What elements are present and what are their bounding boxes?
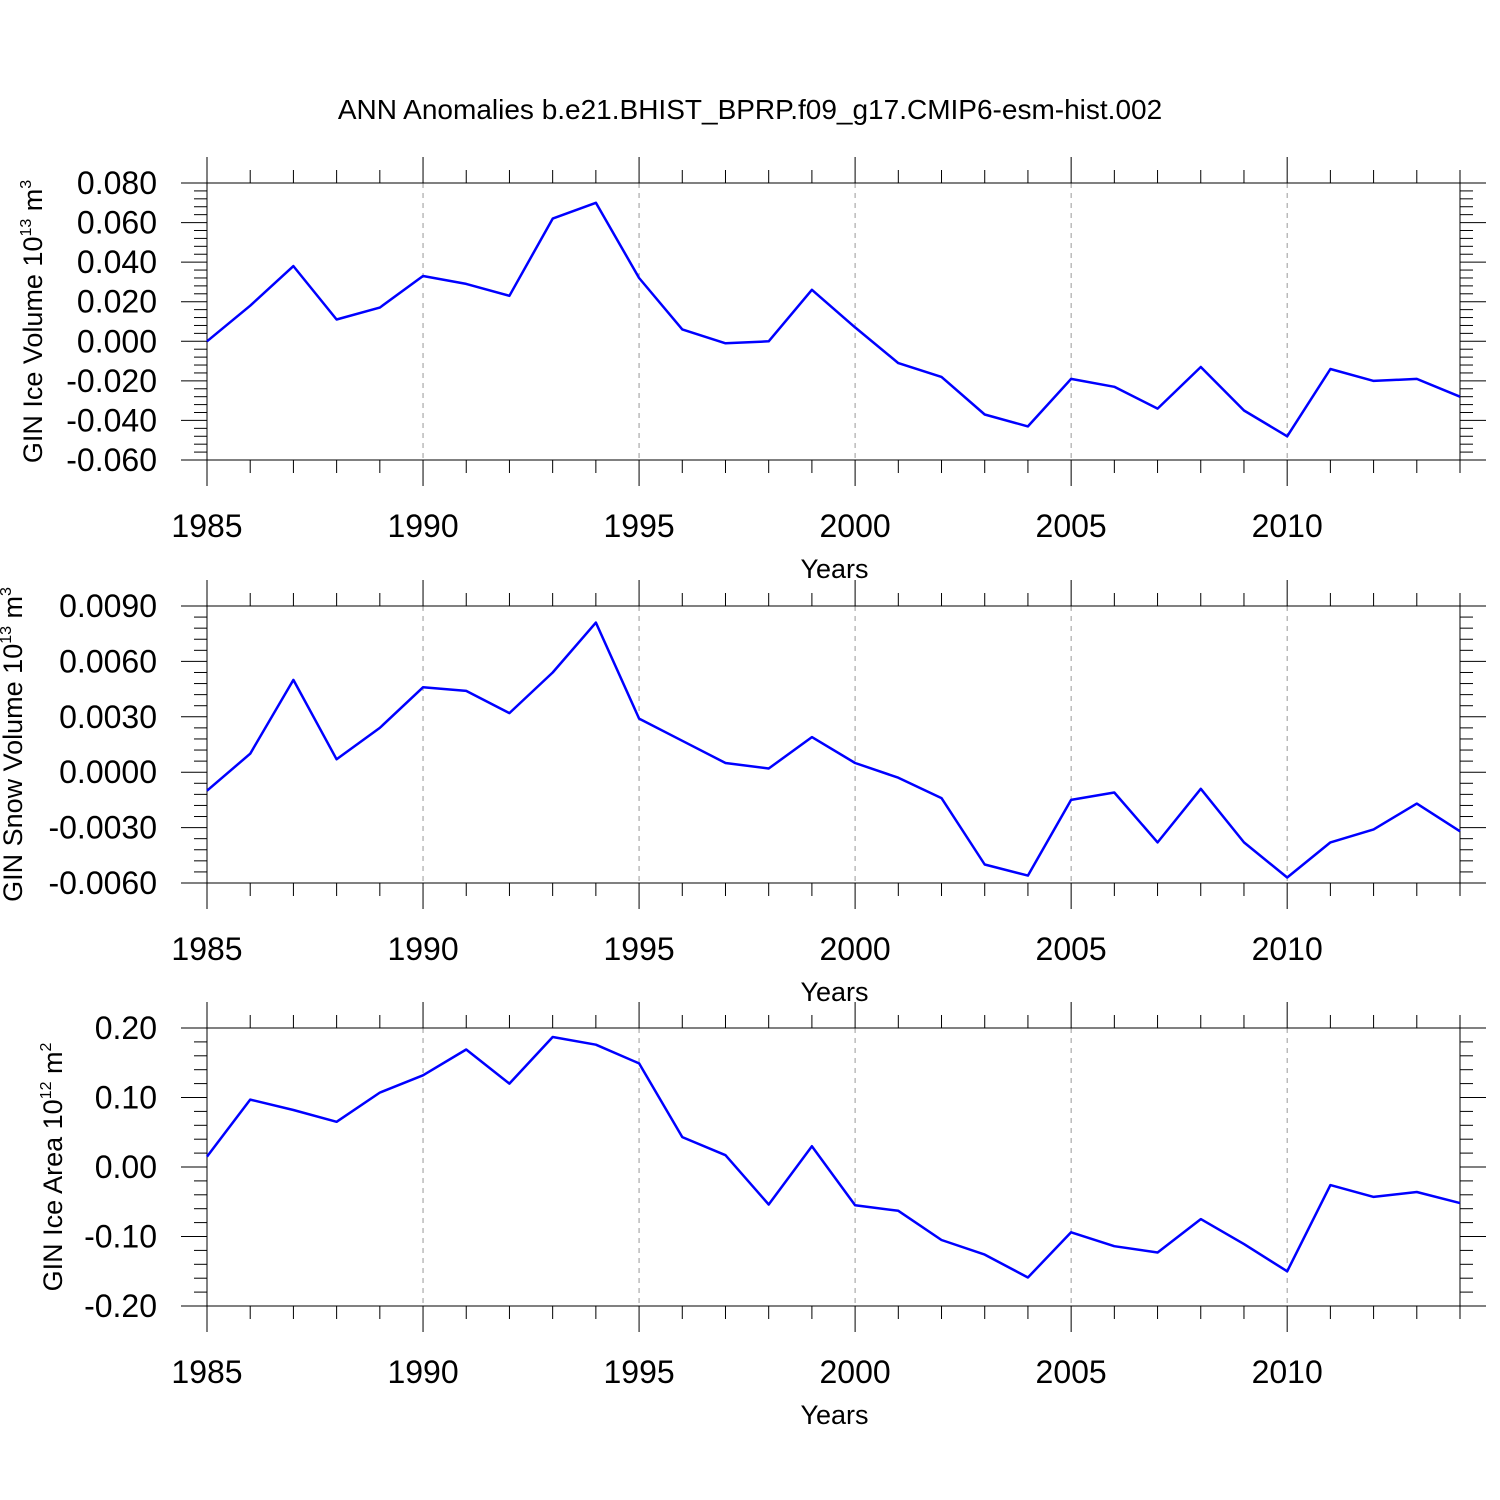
series-line [206, 1035, 1461, 1279]
x-tick-label: 2000 [820, 931, 891, 967]
y-tick-label: -0.0030 [48, 810, 157, 846]
y-axis-label: GIN Ice Area 1012 m2 [38, 1042, 68, 1291]
y-tick-label: 0.000 [77, 323, 157, 359]
y-tick-label: 0.0000 [59, 754, 157, 790]
y-tick-label: 0.10 [95, 1080, 157, 1116]
y-tick-label: -0.040 [66, 402, 157, 438]
panel-2: 1985 1990 1995 2000 2005 2010 Years -0.0060 -0.0… [0, 580, 1486, 1007]
x-tick-label: 2010 [1252, 931, 1323, 967]
y-unit-base: 10 [18, 237, 48, 267]
y-tick-label: -0.0060 [48, 865, 157, 901]
y-tick-label: 0.20 [95, 1010, 157, 1046]
y-label-text: GIN Ice Area [38, 1129, 68, 1291]
y-tick-label: 0.080 [77, 165, 157, 201]
y-unit-symbol: m [38, 1051, 68, 1081]
plot-frame [206, 605, 1461, 884]
x-tick-label: 2010 [1252, 1354, 1323, 1390]
x-tick-label: 2000 [820, 508, 891, 544]
y-tick-label: -0.20 [84, 1288, 157, 1324]
y-unit-symbol: m [0, 596, 28, 626]
x-tick-label: 2005 [1036, 1354, 1107, 1390]
y-tick-label: -0.020 [66, 363, 157, 399]
chart-title: ANN Anomalies b.e21.BHIST_BPRP.f09_g17.C… [338, 94, 1162, 125]
y-unit-symbol: m [18, 189, 48, 219]
y-tick-label: -0.060 [66, 442, 157, 478]
y-axis-label: GIN Ice Volume 1013 m3 [18, 180, 48, 463]
y-unit-exponent: 13 [18, 219, 35, 237]
y-tick-label: 0.00 [95, 1149, 157, 1185]
y-tick-label: 0.060 [77, 205, 157, 241]
plot-frame [206, 182, 1461, 461]
x-tick-label: 2010 [1252, 508, 1323, 544]
y-unit-exponent: 12 [38, 1081, 55, 1099]
x-axis-label: Years [800, 977, 868, 1007]
y-unit-power: 3 [18, 180, 35, 189]
x-axis-label: Years [800, 554, 868, 584]
x-tick-label: 1990 [387, 1354, 458, 1390]
plot-frame [206, 1027, 1461, 1307]
y-tick-label: 0.020 [77, 284, 157, 320]
y-label-text: GIN Ice Volume [18, 267, 48, 464]
panel-3: 1985 1990 1995 2000 2005 2010 Years -0.20 -0.10 0… [38, 1002, 1486, 1430]
x-tick-label: 1995 [603, 1354, 674, 1390]
x-tick-label: 1985 [171, 1354, 242, 1390]
x-tick-label: 1985 [171, 508, 242, 544]
y-unit-exponent: 13 [0, 626, 15, 644]
y-tick-label: 0.0060 [59, 643, 157, 679]
x-tick-label: 2005 [1036, 931, 1107, 967]
y-axis-label: GIN Snow Volume 1013 m3 [0, 587, 28, 902]
x-tick-label: 1995 [603, 508, 674, 544]
y-unit-base: 10 [38, 1099, 68, 1129]
series-line [206, 201, 1461, 438]
y-tick-label: 0.0090 [59, 588, 157, 624]
series-line [206, 621, 1461, 879]
x-tick-label: 1990 [387, 931, 458, 967]
x-tick-label: 1985 [171, 931, 242, 967]
y-label-text: GIN Snow Volume [0, 674, 28, 902]
x-tick-label: 1995 [603, 931, 674, 967]
y-unit-power: 2 [38, 1042, 55, 1051]
x-tick-label: 2005 [1036, 508, 1107, 544]
y-tick-label: 0.0030 [59, 699, 157, 735]
panels: 1985 1990 1995 2000 2005 2010 Years -0.060 -0.04… [0, 157, 1486, 1430]
y-tick-label: -0.10 [84, 1219, 157, 1255]
x-tick-label: 2000 [820, 1354, 891, 1390]
y-unit-power: 3 [0, 587, 15, 596]
y-unit-base: 10 [0, 644, 28, 674]
panel-1: 1985 1990 1995 2000 2005 2010 Years -0.060 -0.04… [18, 157, 1486, 584]
x-tick-label: 1990 [387, 508, 458, 544]
x-axis-label: Years [800, 1400, 868, 1430]
y-tick-label: 0.040 [77, 244, 157, 280]
